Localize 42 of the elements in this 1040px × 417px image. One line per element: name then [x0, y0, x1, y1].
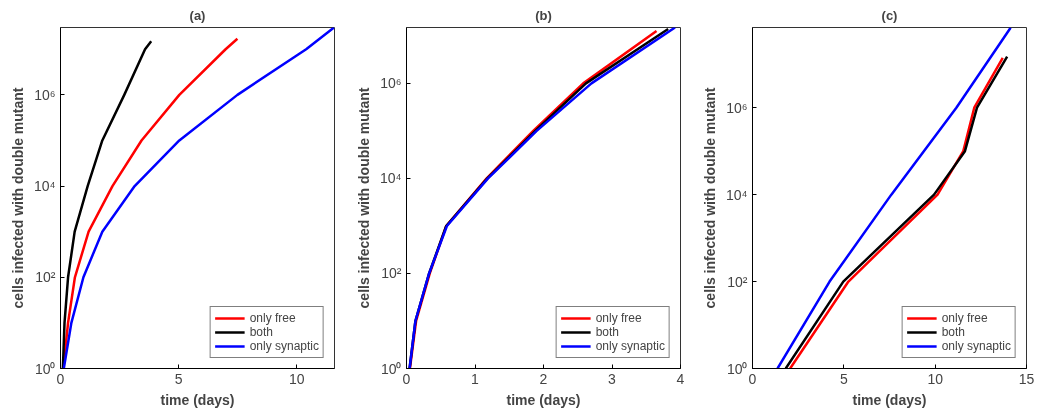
- chart-title: (c): [881, 7, 898, 23]
- x-axis-title: time (days): [160, 391, 235, 408]
- y-tick-label: 10²: [381, 265, 402, 282]
- x-axis-title: time (days): [506, 391, 581, 408]
- chart-title: (b): [535, 7, 552, 23]
- x-tick-label: 0: [402, 370, 411, 387]
- y-tick-label: 10⁶: [34, 86, 56, 103]
- y-tick-label: 10²: [35, 269, 56, 286]
- y-tick-label: 10⁰: [34, 360, 56, 377]
- y-tick-label: 10⁴: [725, 186, 748, 203]
- y-tick-label: 10⁶: [726, 99, 748, 116]
- x-tick-label: 15: [1018, 370, 1035, 387]
- x-axis-title: time (days): [852, 391, 927, 408]
- y-axis-title: cells infected with double mutant: [9, 87, 26, 309]
- y-tick-label: 10⁴: [33, 178, 56, 195]
- legend-label: only free: [249, 311, 296, 325]
- x-tick-label: 4: [676, 370, 685, 387]
- legend-label: only free: [941, 311, 988, 325]
- x-tick-label: 3: [608, 370, 617, 387]
- legend-label: both: [249, 325, 273, 339]
- legend-label: only synaptic: [249, 339, 319, 353]
- y-tick-label: 10²: [727, 273, 748, 290]
- x-tick-label: 5: [174, 370, 183, 387]
- x-tick-label: 1: [471, 370, 480, 387]
- y-axis-title: cells infected with double mutant: [355, 87, 372, 309]
- chart-title: (a): [189, 7, 206, 23]
- x-tick-label: 10: [288, 370, 305, 387]
- legend-label: both: [595, 325, 619, 339]
- legend-label: only synaptic: [595, 339, 665, 353]
- x-tick-label: 10: [927, 370, 944, 387]
- x-tick-label: 0: [56, 370, 65, 387]
- x-tick-label: 2: [539, 370, 548, 387]
- legend-label: only free: [595, 311, 642, 325]
- y-tick-label: 10⁶: [380, 75, 402, 92]
- x-tick-label: 0: [748, 370, 757, 387]
- x-tick-label: 5: [839, 370, 848, 387]
- legend-label: only synaptic: [941, 339, 1011, 353]
- y-tick-label: 10⁴: [379, 170, 402, 187]
- y-axis-title: cells infected with double mutant: [701, 87, 718, 309]
- y-tick-label: 10⁰: [380, 360, 402, 377]
- y-tick-label: 10⁰: [726, 360, 748, 377]
- legend-label: both: [941, 325, 965, 339]
